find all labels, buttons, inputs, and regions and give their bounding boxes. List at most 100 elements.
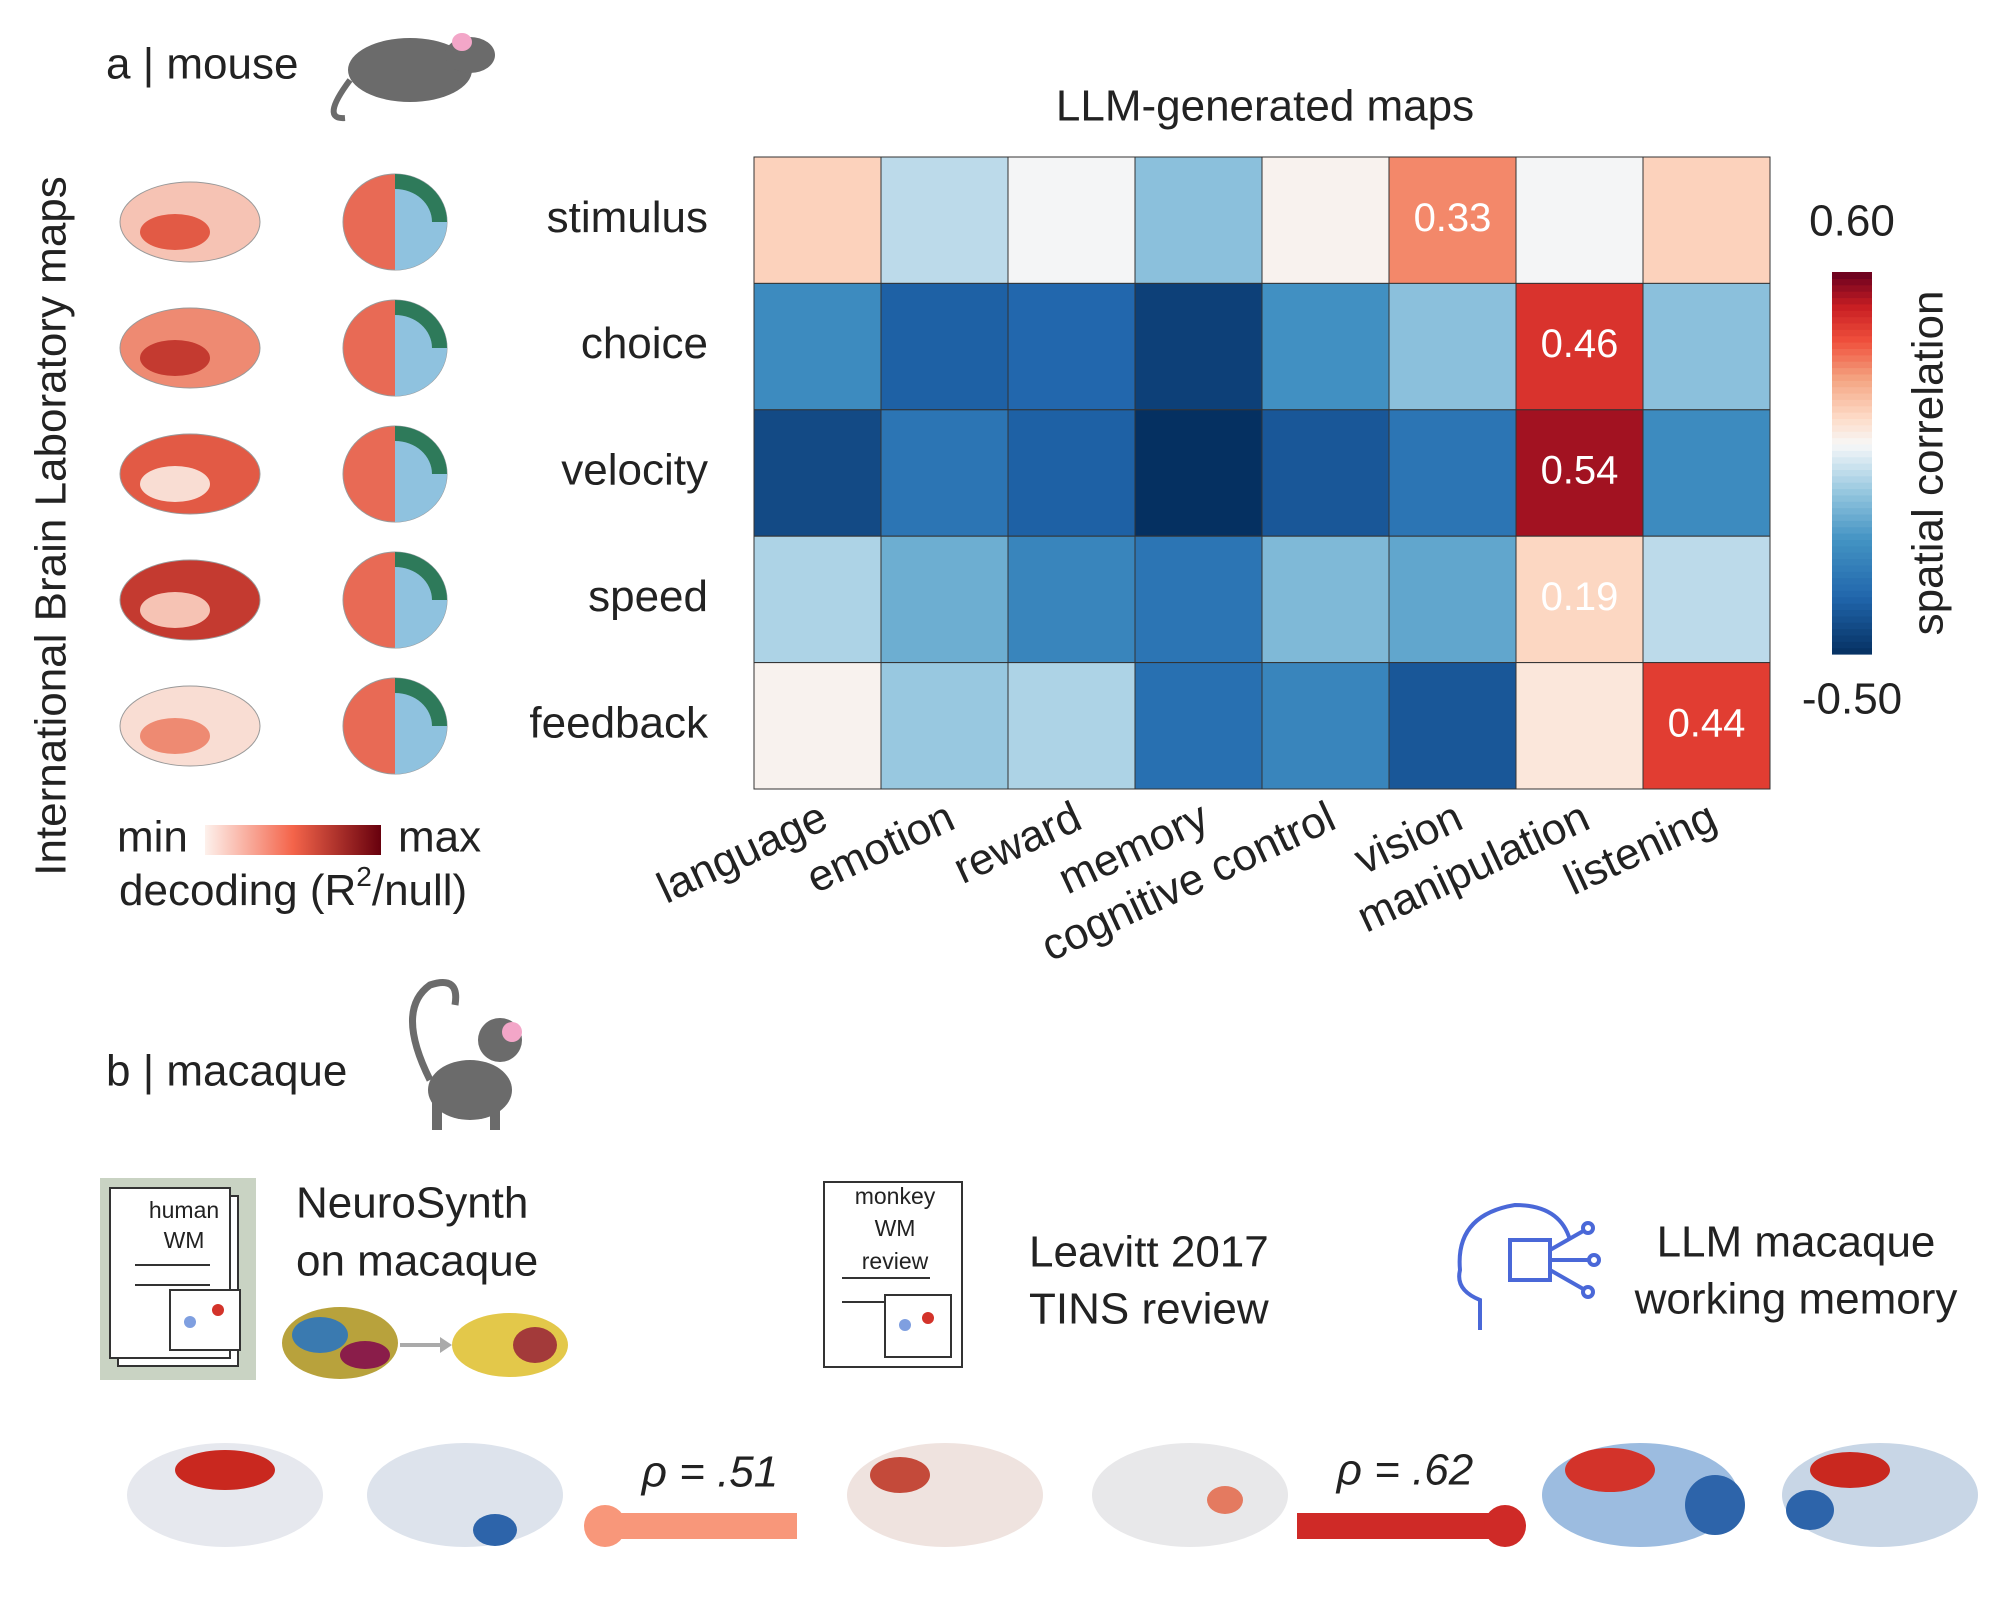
colorbar-segment: [1832, 284, 1872, 292]
source-title: working memory: [1634, 1275, 1958, 1324]
doc-text: human: [149, 1197, 219, 1223]
colorbar-tick-label: 0.60: [1809, 197, 1895, 246]
heatmap-cell: [1388, 662, 1517, 790]
heatmap-cell: [1515, 282, 1644, 411]
source-title: on macaque: [296, 1237, 538, 1286]
sagittal-region: [140, 340, 210, 376]
panel-a-label: a | mouse: [106, 40, 298, 89]
rho-label: ρ = .51: [640, 1448, 779, 1497]
colorbar-segment: [1832, 615, 1872, 623]
colorbar-segment: [1832, 482, 1872, 490]
colorbar-segment: [1832, 348, 1872, 356]
colorbar-segment: [1832, 278, 1872, 286]
heatmap-cell: [1261, 282, 1390, 411]
colorbar-segment: [1832, 469, 1872, 477]
rho-label: ρ = .62: [1335, 1446, 1474, 1495]
heatmap-cell: [880, 409, 1009, 537]
row-label: feedback: [529, 698, 709, 747]
colorbar-segment: [1832, 272, 1872, 279]
colorbar-segment: [1832, 571, 1872, 579]
row-label: velocity: [561, 446, 708, 495]
chart-title: LLM-generated maps: [1056, 82, 1474, 131]
caption-part: decoding (R: [119, 866, 356, 915]
colorbar-segment: [1832, 596, 1872, 604]
colorbar-segment: [1832, 539, 1872, 547]
heatmap-cell: [880, 156, 1009, 284]
decoding-gradient: [205, 825, 381, 855]
colorbar-segment: [1832, 628, 1872, 636]
colorbar-segment: [1832, 526, 1872, 534]
legend-caption: decoding (R2/null): [119, 861, 467, 914]
colorbar-segment: [1832, 437, 1872, 445]
heatmap-cell: [880, 535, 1009, 664]
colorbar-segment: [1832, 641, 1872, 649]
heatmap-cell: [1642, 535, 1771, 664]
colorbar-segment: [1832, 361, 1872, 369]
heatmap-cell: [1007, 662, 1136, 790]
sagittal-region: [140, 214, 210, 250]
cell-label: 0.19: [1541, 575, 1619, 619]
heatmap-cell: [753, 282, 882, 411]
colorbar-segment: [1832, 310, 1872, 318]
colorbar-segment: [1832, 386, 1872, 394]
coronal-cortex: [395, 552, 447, 600]
colorbar-segment: [1832, 590, 1872, 598]
caption-part: /null): [372, 866, 467, 915]
heatmap-cell: [1261, 156, 1390, 284]
heatmap-cell: [1261, 535, 1390, 664]
coronal-cortex: [395, 300, 447, 348]
colorbar-segment: [1832, 456, 1872, 464]
colorbar-segment: [1832, 354, 1872, 362]
heatmap-cell: [1642, 409, 1771, 537]
source-title: TINS review: [1029, 1285, 1269, 1334]
colorbar-segment: [1832, 303, 1872, 311]
colorbar-segment: [1832, 545, 1872, 553]
side-title: International Brain Laboratory maps: [27, 176, 76, 876]
colorbar-segment: [1832, 316, 1872, 324]
heatmap-cell: [1134, 535, 1263, 664]
cell-label: 0.54: [1541, 449, 1619, 493]
heatmap-cell: [880, 662, 1009, 790]
colorbar-segment: [1832, 558, 1872, 566]
heatmap-cell: [753, 156, 882, 284]
colorbar-segment: [1832, 443, 1872, 451]
heatmap-cell: [1642, 282, 1771, 411]
colorbar-segment: [1832, 513, 1872, 521]
colorbar-segment: [1832, 507, 1872, 515]
sagittal-region: [140, 718, 210, 754]
source-brains: [282, 1307, 568, 1379]
source-title: Leavitt 2017: [1029, 1228, 1269, 1277]
heatmap-cell: [1007, 282, 1136, 411]
coronal-cortex: [395, 678, 447, 726]
colorbar-segment: [1832, 634, 1872, 642]
heatmap-cell: [1261, 409, 1390, 537]
colorbar-segment: [1832, 399, 1872, 407]
ai-head-icon: [1457, 1202, 1601, 1330]
heatmap-cell: [1134, 662, 1263, 790]
cell-label: 0.46: [1541, 322, 1619, 366]
colorbar-segment: [1832, 291, 1872, 299]
heatmap-cell: [1515, 662, 1644, 790]
coronal-cortex: [395, 174, 447, 222]
heatmap-cell: [1007, 409, 1136, 537]
doc-icon-1: [100, 1178, 256, 1380]
colorbar-segment: [1832, 494, 1872, 502]
source-title: LLM macaque: [1657, 1218, 1936, 1267]
row-label: choice: [581, 319, 708, 368]
colorbar-segment: [1832, 488, 1872, 496]
column-label: language: [650, 792, 835, 913]
mouse-icon: [330, 33, 495, 122]
heatmap-cell: [1388, 409, 1517, 537]
colorbar-segment: [1832, 412, 1872, 420]
heatmap-cell: [1515, 535, 1644, 664]
colorbar-segment: [1832, 501, 1872, 509]
colorbar-segment: [1832, 297, 1872, 305]
colorbar-segment: [1832, 405, 1872, 413]
heatmap-cell: [1642, 662, 1771, 790]
cell-label: 0.44: [1668, 701, 1746, 745]
legend-max: max: [398, 813, 481, 862]
colorbar-segment: [1832, 450, 1872, 458]
colorbar-segment: [1832, 380, 1872, 388]
colorbar-segment: [1832, 418, 1872, 426]
